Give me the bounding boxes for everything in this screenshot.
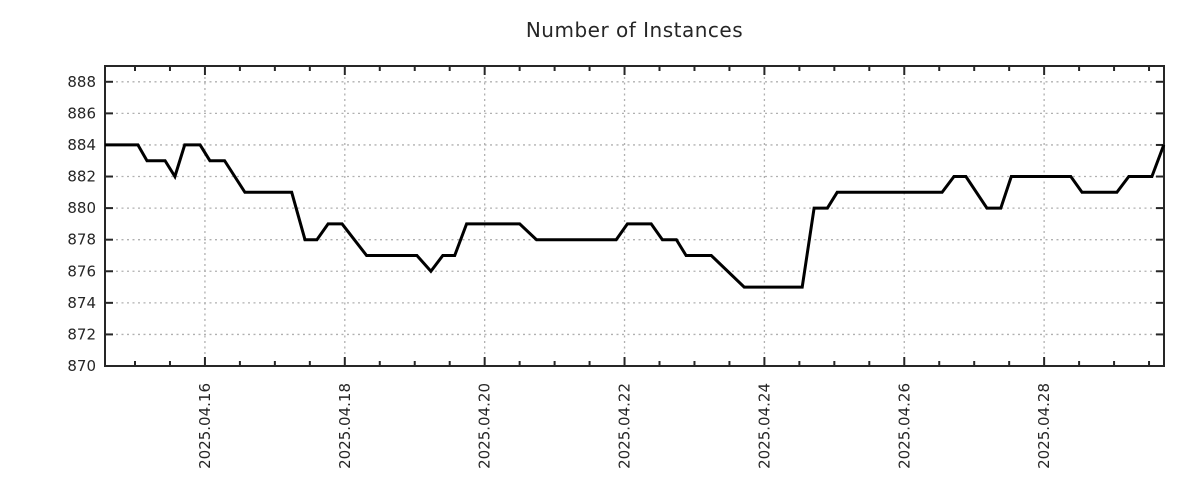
x-tick-label: 2025.04.22	[616, 383, 634, 469]
series-line-instances	[105, 143, 1166, 289]
y-tick-label: 872	[67, 325, 96, 343]
y-tick-label: 888	[67, 73, 96, 91]
x-tick-label: 2025.04.20	[476, 383, 494, 469]
y-tick-label: 880	[67, 199, 96, 217]
x-tick-label: 2025.04.24	[755, 383, 773, 469]
y-tick-label: 870	[67, 357, 96, 375]
y-tick-label: 874	[67, 294, 96, 312]
chart-title: Number of Instances	[525, 18, 744, 42]
y-tick-label: 886	[67, 104, 96, 122]
y-tick-label: 884	[67, 136, 96, 154]
plot-border	[104, 65, 1165, 367]
y-tick-label: 876	[67, 262, 96, 280]
x-tick-label: 2025.04.18	[336, 383, 354, 469]
y-tick-label: 878	[67, 231, 96, 249]
x-tick-label: 2025.04.26	[895, 383, 913, 469]
y-tick-label: 882	[67, 168, 96, 186]
x-tick-label: 2025.04.16	[196, 383, 214, 469]
x-tick-label: 2025.04.28	[1035, 383, 1053, 469]
